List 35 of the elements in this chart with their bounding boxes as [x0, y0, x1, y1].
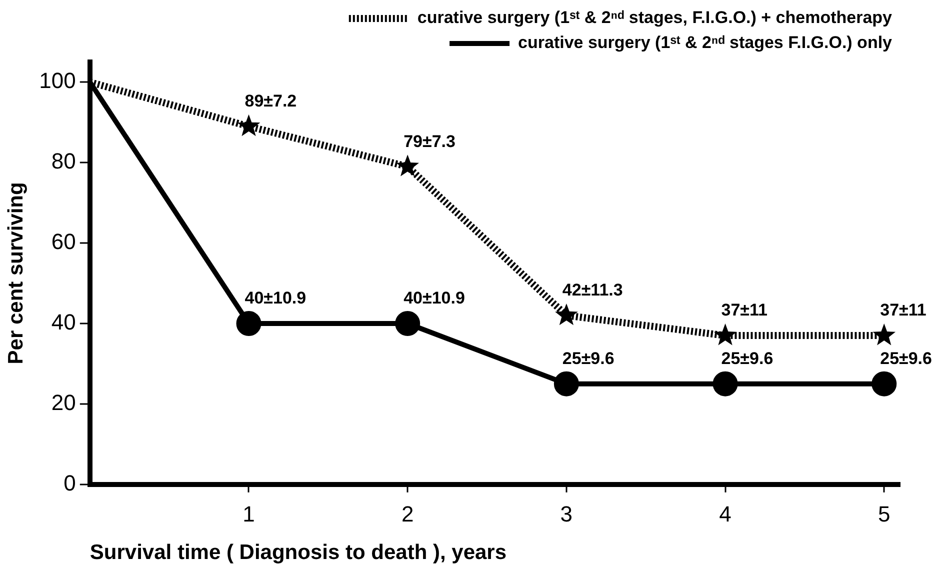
y-tick-label: 60 [51, 229, 76, 254]
data-label: 37±11 [721, 300, 768, 320]
point [714, 324, 737, 346]
data-label: 25±9.6 [562, 349, 614, 368]
point [872, 324, 896, 346]
data-label: 37±11 [880, 300, 926, 320]
y-axis-title: Per cent surviving [4, 182, 28, 364]
y-tick-label: 20 [51, 390, 76, 416]
x-tick-label: 2 [401, 502, 414, 527]
y-tick-label: 40 [51, 310, 76, 335]
data-label: 40±10.9 [404, 288, 465, 308]
point [555, 303, 578, 326]
y-tick-label: 0 [64, 470, 76, 496]
x-axis-title: Survival time ( Diagnosis to death ), years [90, 541, 507, 564]
y-tick-label: 80 [51, 148, 76, 174]
x-tick-label: 4 [719, 502, 732, 527]
data-label: 40±10.9 [244, 288, 306, 308]
point [236, 310, 262, 336]
x-tick-label: 1 [242, 502, 255, 527]
legend-label: curative surgery (1ˢᵗ & 2ⁿᵈ stages F.I.G.O.) only [518, 33, 893, 52]
x-tick-label: 5 [878, 502, 890, 527]
point [396, 154, 420, 176]
y-tick-label: 100 [39, 68, 76, 94]
point [872, 371, 897, 396]
data-label: 42±11.3 [562, 280, 623, 300]
point [395, 310, 420, 336]
data-label: 79±7.3 [404, 132, 456, 151]
point [554, 371, 579, 396]
legend-label: curative surgery (1ˢᵗ & 2ⁿᵈ stages, F.I.G.O.) + chemotherapy [417, 8, 893, 28]
data-label: 25±9.6 [880, 349, 932, 368]
data-label: 25±9.6 [721, 349, 774, 368]
data-label: 89±7.2 [244, 92, 297, 111]
point [237, 114, 260, 136]
x-tick-label: 3 [560, 502, 573, 527]
point [712, 371, 738, 396]
